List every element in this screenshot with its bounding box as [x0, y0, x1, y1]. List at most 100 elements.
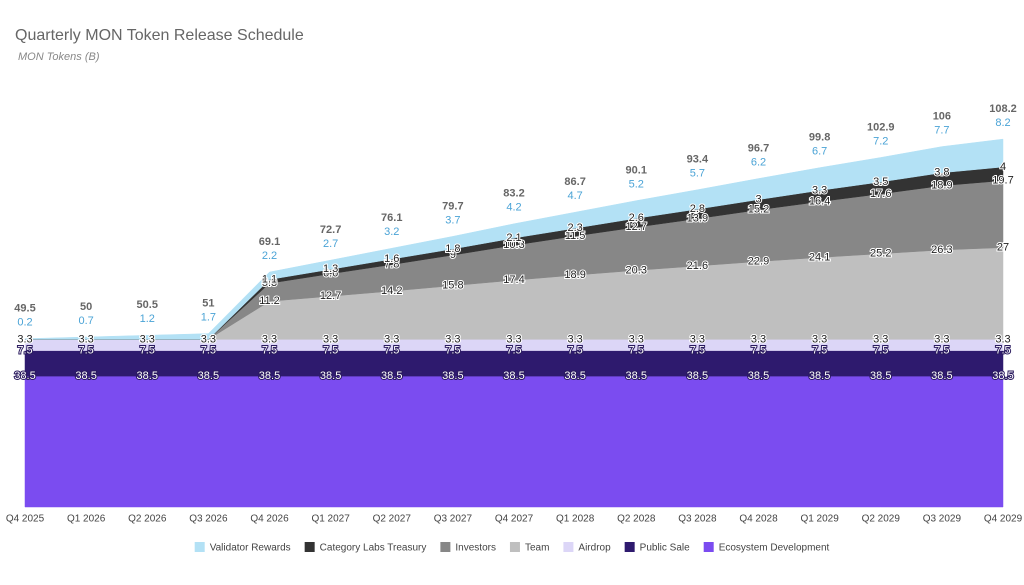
data-label: 38.5	[748, 370, 769, 382]
data-label: 6.2	[751, 156, 766, 168]
total-label: 50.5	[137, 299, 158, 311]
data-label: 7.5	[78, 345, 93, 357]
data-label: 16.4	[809, 196, 830, 208]
data-label: 1.6	[384, 253, 399, 265]
data-label: 3.2	[384, 226, 399, 238]
legend-label: Validator Rewards	[210, 543, 291, 554]
data-label: 7.5	[323, 345, 338, 357]
legend-label: Airdrop	[578, 543, 611, 554]
data-label: 15.2	[748, 204, 769, 216]
x-tick-label: Q1 2027	[311, 514, 350, 525]
data-label: 3.3	[812, 333, 827, 345]
data-label: 7.5	[140, 345, 155, 357]
data-label: 4.2	[506, 202, 521, 214]
data-label: 1.7	[201, 312, 216, 324]
data-label: 38.5	[992, 370, 1013, 382]
data-label: 25.2	[870, 248, 891, 260]
data-label: 5.2	[629, 179, 644, 191]
total-label: 51	[202, 298, 214, 310]
legend-swatch	[304, 542, 315, 552]
x-tick-label: Q4 2026	[250, 514, 289, 525]
data-label: 3.3	[567, 333, 582, 345]
data-label: 1.3	[323, 263, 338, 275]
data-label: 3.3	[629, 333, 644, 345]
total-label: 102.9	[867, 121, 895, 133]
data-label: 38.5	[503, 370, 524, 382]
data-label: 11.5	[565, 230, 586, 242]
data-label: 3.3	[445, 333, 460, 345]
data-label: 38.5	[564, 370, 585, 382]
x-tick-label: Q4 2028	[739, 514, 778, 525]
data-label: 4	[1000, 161, 1006, 173]
total-label: 99.8	[809, 132, 830, 144]
data-label: 7.5	[17, 345, 32, 357]
data-label: 1.2	[140, 313, 155, 325]
legend-swatch	[624, 542, 635, 552]
data-label: 38.5	[259, 370, 280, 382]
x-tick-label: Q3 2027	[434, 514, 473, 525]
data-label: 17.6	[870, 188, 891, 200]
data-label: 3.3	[140, 333, 155, 345]
data-label: 1.1	[262, 273, 277, 285]
x-tick-label: Q4 2027	[495, 514, 534, 525]
data-label: 3.3	[262, 333, 277, 345]
data-label: 7.8	[384, 258, 399, 270]
data-label: 0.7	[78, 315, 93, 327]
data-label: 6.7	[812, 146, 827, 158]
x-tick-label: Q2 2026	[128, 514, 167, 525]
data-label: 4.7	[567, 190, 582, 202]
data-label: 3	[755, 194, 761, 206]
data-label: 5.7	[690, 168, 705, 180]
data-label: 3.3	[323, 333, 338, 345]
total-label: 69.1	[259, 236, 280, 248]
data-label: 7.5	[690, 345, 705, 357]
x-tick-label: Q3 2028	[678, 514, 717, 525]
data-label: 12.7	[626, 221, 647, 233]
data-label: 3.7	[445, 214, 460, 226]
data-label: 24.1	[809, 251, 830, 263]
legend-swatch	[440, 542, 451, 552]
area	[24, 138, 1004, 340]
x-tick-label: Q4 2025	[6, 514, 45, 525]
data-label: 3.8	[934, 167, 949, 179]
data-label: 9	[450, 249, 456, 261]
legend-label: Investors	[455, 543, 496, 554]
total-label: 96.7	[748, 142, 769, 154]
x-tick-label: Q3 2026	[189, 514, 228, 525]
data-label: 3.3	[873, 333, 888, 345]
data-label: 3.3	[751, 333, 766, 345]
data-label: 18.9	[564, 269, 585, 281]
data-label: 7.5	[567, 345, 582, 357]
data-label: 7.5	[384, 345, 399, 357]
data-label: 5.3	[262, 277, 277, 289]
data-label: 3.3	[384, 333, 399, 345]
data-label: 38.5	[137, 370, 158, 382]
data-label: 20.3	[626, 264, 647, 276]
x-tick-label: Q2 2027	[373, 514, 412, 525]
data-label: 2.3	[567, 222, 582, 234]
data-label: 38.5	[381, 370, 402, 382]
data-label: 7.5	[873, 345, 888, 357]
data-label: 38.5	[687, 370, 708, 382]
data-label: 19.7	[992, 175, 1013, 187]
total-label: 108.2	[989, 103, 1017, 115]
legend-label: Public Sale	[640, 543, 690, 554]
x-tick-label: Q1 2029	[800, 514, 839, 525]
data-label: 3.3	[690, 333, 705, 345]
legend-label: Ecosystem Development	[719, 543, 830, 554]
data-label: 7.5	[506, 345, 521, 357]
data-label: 26.3	[931, 244, 952, 256]
data-label: 18.9	[931, 180, 952, 192]
data-label: 1.8	[445, 243, 460, 255]
data-label: 2.6	[629, 212, 644, 224]
data-label: 15.8	[442, 280, 463, 292]
legend-swatch	[194, 542, 205, 552]
data-label: 7.2	[873, 135, 888, 147]
chart-subtitle: MON Tokens (B)	[18, 51, 100, 63]
legend-swatch	[563, 542, 574, 552]
area	[24, 375, 1004, 508]
data-label: 17.4	[503, 274, 524, 286]
data-label: 8.2	[995, 117, 1010, 129]
total-label: 76.1	[381, 212, 402, 224]
x-tick-label: Q2 2028	[617, 514, 656, 525]
